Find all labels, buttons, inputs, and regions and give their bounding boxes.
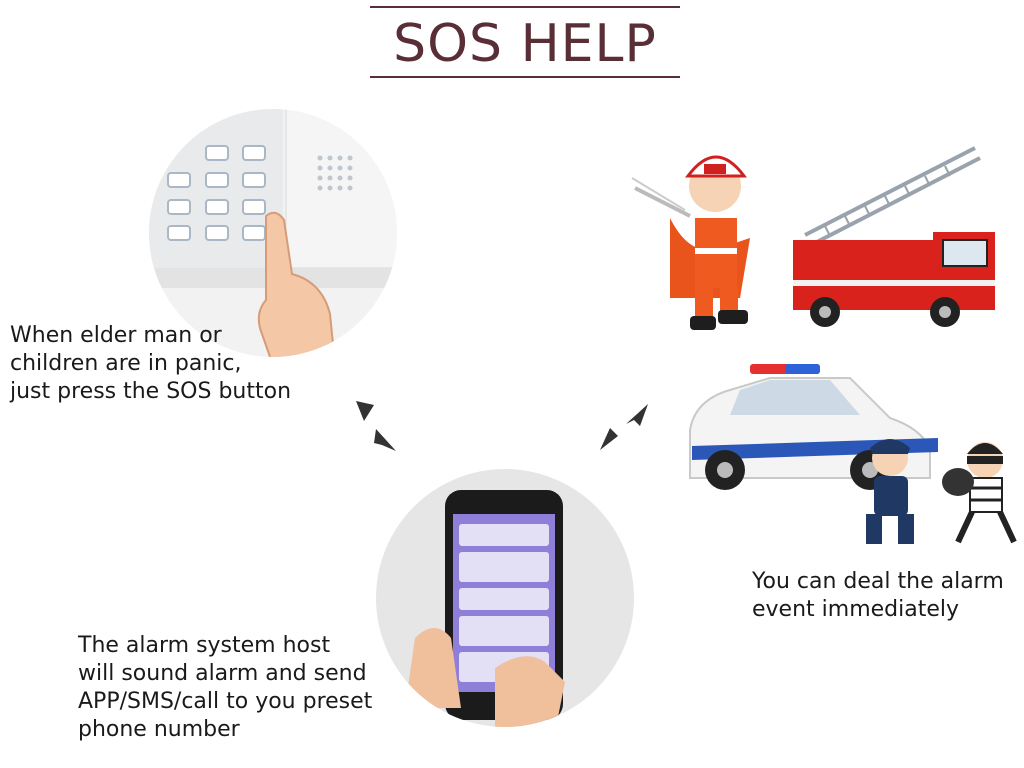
police-chasing-thief-illustration (850, 430, 1022, 550)
caption-line: children are in panic, (10, 351, 242, 376)
caption-press-sos: When elder man or children are in panic,… (10, 322, 310, 406)
title-bottom-rule (370, 76, 680, 78)
caption-line: You can deal the alarm (752, 569, 1004, 594)
caption-alarm-system: The alarm system host will sound alarm a… (78, 632, 408, 744)
caption-line: will sound alarm and send (78, 661, 367, 686)
arrow-down-right-icon (352, 395, 402, 455)
phone-notification-illustration (375, 468, 635, 728)
caption-line: just press the SOS button (10, 379, 292, 404)
caption-line: APP/SMS/call to you preset (78, 689, 373, 714)
alarm-keypad-illustration (148, 108, 398, 358)
firefighter-illustration (630, 138, 770, 333)
arrow-up-right-icon (598, 402, 650, 454)
caption-line: When elder man or (10, 323, 222, 348)
fire-truck-illustration (785, 140, 1000, 330)
caption-line: The alarm system host (78, 633, 331, 658)
title-top-rule (370, 6, 680, 8)
title-block: SOS HELP (370, 4, 680, 78)
caption-line: phone number (78, 717, 240, 742)
page-title: SOS HELP (393, 14, 657, 74)
caption-deal-event: You can deal the alarm event immediately (752, 568, 1022, 624)
caption-line: event immediately (752, 597, 960, 622)
